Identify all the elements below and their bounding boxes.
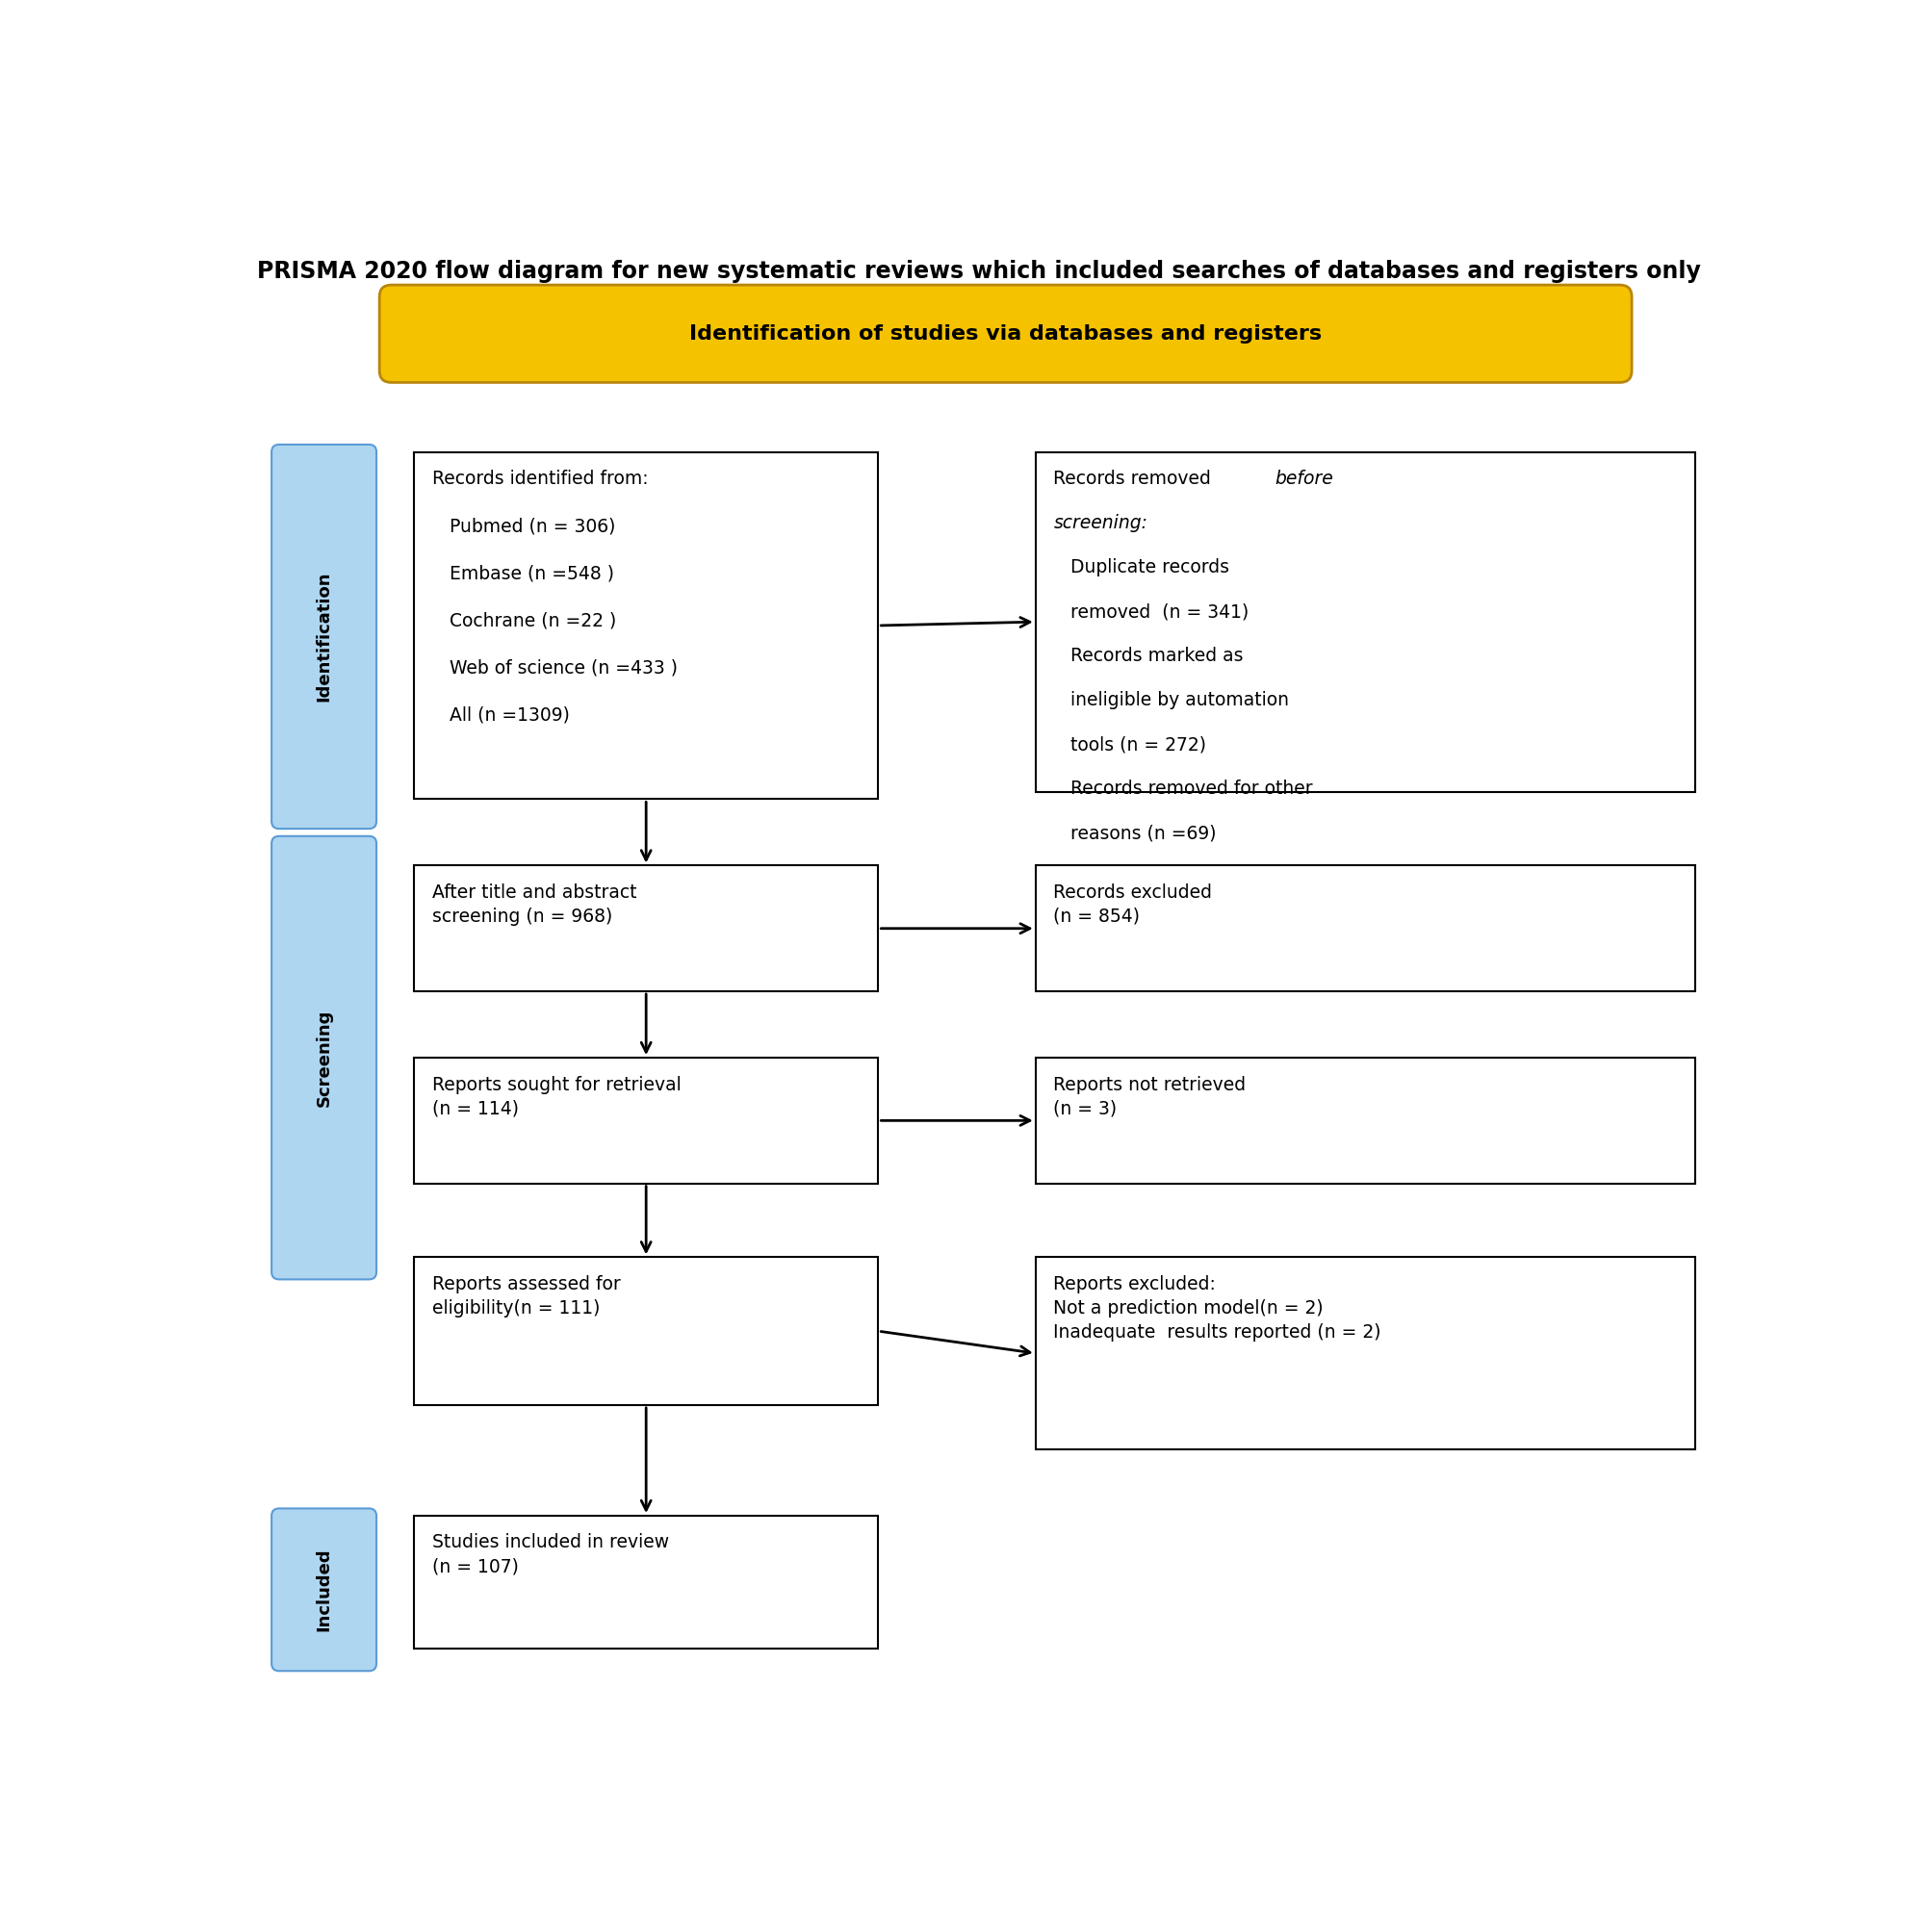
FancyBboxPatch shape [413,865,877,992]
Text: before: before [1275,470,1333,487]
FancyBboxPatch shape [270,837,377,1280]
Text: Reports sought for retrieval
(n = 114): Reports sought for retrieval (n = 114) [431,1075,680,1119]
Text: Duplicate records: Duplicate records [1053,558,1229,576]
Text: Reports not retrieved
(n = 3): Reports not retrieved (n = 3) [1053,1075,1246,1119]
Text: tools (n = 272): tools (n = 272) [1053,735,1206,754]
Text: Records identified from:: Records identified from: [431,470,647,487]
Text: Web of science (n =433 ): Web of science (n =433 ) [431,658,676,677]
Text: Included: Included [315,1549,332,1631]
Text: Cochrane (n =22 ): Cochrane (n =22 ) [431,612,616,629]
Text: Records marked as: Records marked as [1053,647,1242,666]
Text: After title and abstract
screening (n = 968): After title and abstract screening (n = … [431,883,636,925]
Text: screening:: screening: [1053,514,1148,532]
Text: All (n =1309): All (n =1309) [431,706,570,723]
FancyBboxPatch shape [379,284,1631,382]
FancyBboxPatch shape [270,445,377,829]
Text: Identification of studies via databases and registers: Identification of studies via databases … [690,324,1321,344]
FancyBboxPatch shape [413,453,877,798]
Text: Embase (n =548 ): Embase (n =548 ) [431,564,614,583]
Text: Records removed: Records removed [1053,470,1217,487]
Text: Studies included in review
(n = 107): Studies included in review (n = 107) [431,1533,668,1575]
FancyBboxPatch shape [413,1257,877,1405]
FancyBboxPatch shape [270,1508,377,1671]
Text: Reports assessed for
eligibility(n = 111): Reports assessed for eligibility(n = 111… [431,1274,620,1316]
FancyBboxPatch shape [1036,865,1694,992]
FancyBboxPatch shape [1036,453,1694,793]
Text: Screening: Screening [315,1009,332,1107]
Text: reasons (n =69): reasons (n =69) [1053,825,1215,842]
FancyBboxPatch shape [1036,1057,1694,1184]
FancyBboxPatch shape [413,1516,877,1648]
Text: Pubmed (n = 306): Pubmed (n = 306) [431,516,614,535]
Text: Identification: Identification [315,572,332,702]
Text: Reports excluded:
Not a prediction model(n = 2)
Inadequate  results reported (n : Reports excluded: Not a prediction model… [1053,1274,1381,1341]
FancyBboxPatch shape [1036,1257,1694,1449]
Text: Records removed for other: Records removed for other [1053,779,1312,798]
Text: PRISMA 2020 flow diagram for new systematic reviews which included searches of d: PRISMA 2020 flow diagram for new systema… [257,259,1700,282]
FancyBboxPatch shape [413,1057,877,1184]
Text: Records excluded
(n = 854): Records excluded (n = 854) [1053,883,1211,925]
Text: removed  (n = 341): removed (n = 341) [1053,603,1248,622]
Text: ineligible by automation: ineligible by automation [1053,691,1289,710]
